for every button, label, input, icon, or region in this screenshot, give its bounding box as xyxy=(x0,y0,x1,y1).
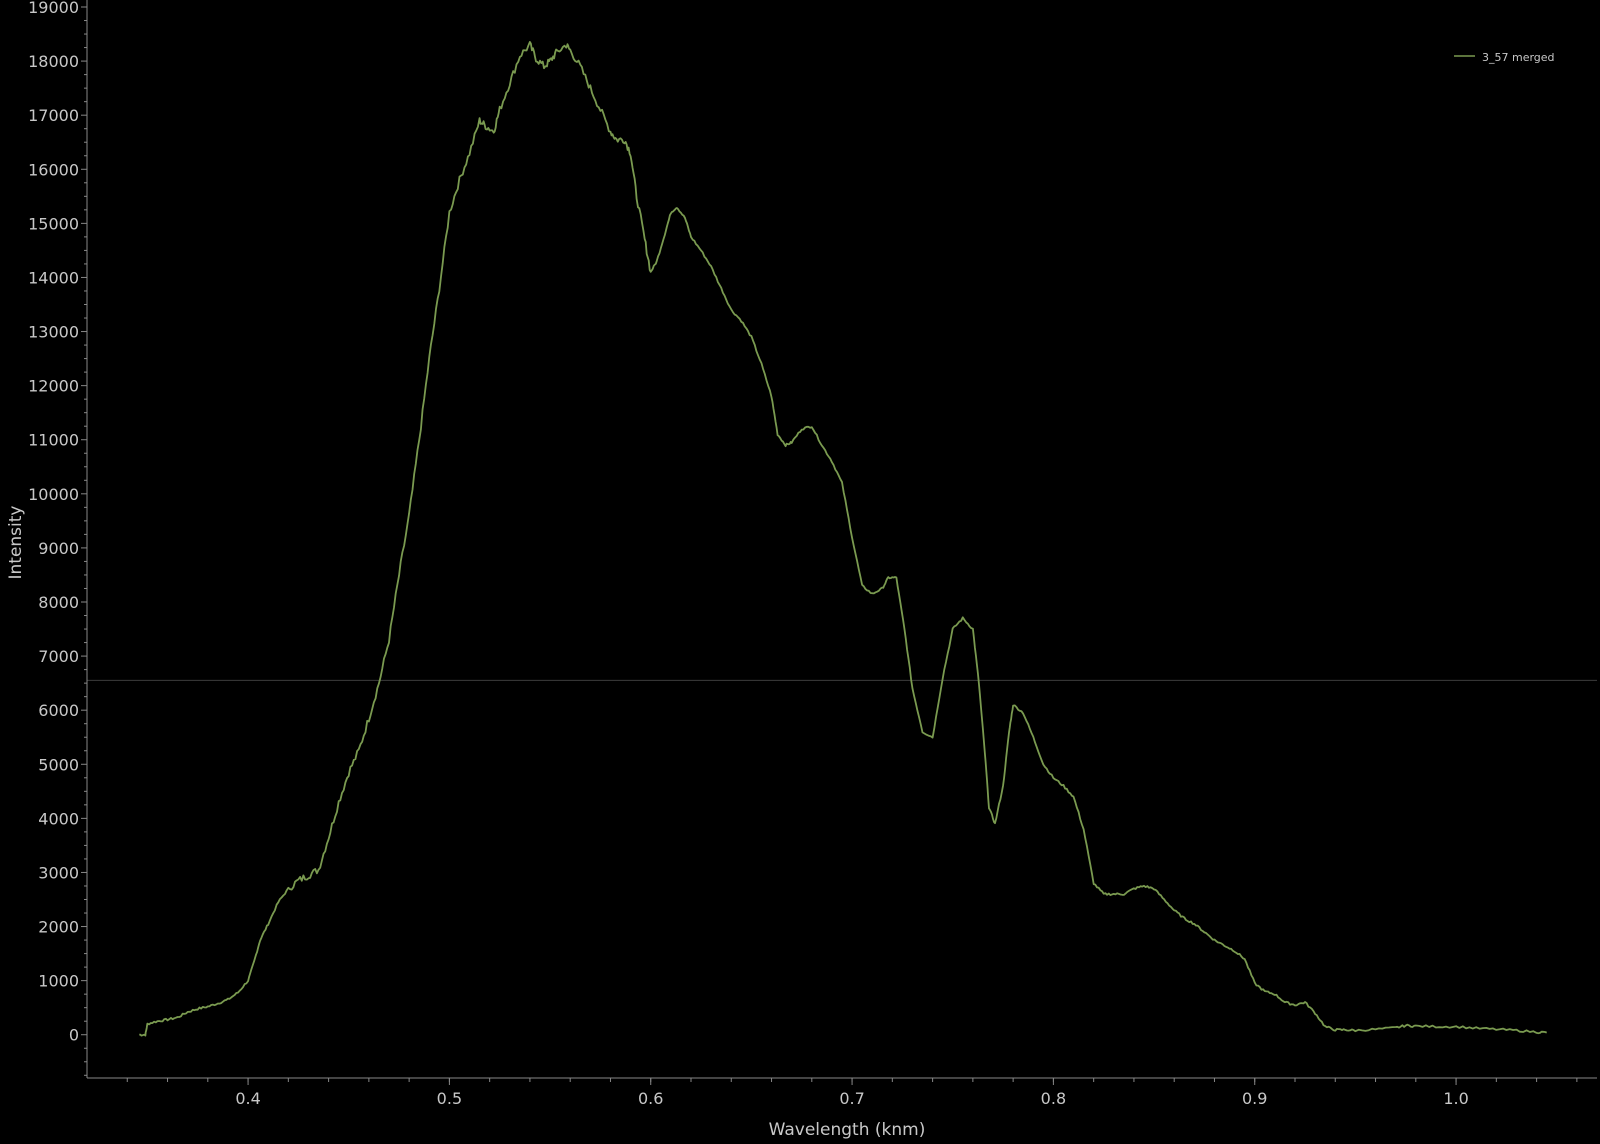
legend: 3_57 merged xyxy=(1454,51,1555,64)
y-tick-label: 19000 xyxy=(28,0,79,17)
y-tick-label: 13000 xyxy=(28,323,79,342)
y-tick-label: 1000 xyxy=(38,972,79,991)
y-tick-label: 11000 xyxy=(28,431,79,450)
y-tick-label: 2000 xyxy=(38,918,79,937)
y-tick-label: 15000 xyxy=(28,214,79,233)
y-tick-label: 3000 xyxy=(38,863,79,882)
y-tick-label: 10000 xyxy=(28,485,79,504)
y-tick-label: 16000 xyxy=(28,160,79,179)
y-tick-label: 4000 xyxy=(38,809,79,828)
x-tick-label: 0.5 xyxy=(437,1089,462,1108)
x-tick-label: 0.9 xyxy=(1242,1089,1267,1108)
y-tick-label: 9000 xyxy=(38,539,79,558)
x-axis-ticks: 0.4 0.5 0.6 0.7 0.8 0.9 1.0 xyxy=(126,1078,1578,1108)
x-tick-label: 0.7 xyxy=(839,1089,864,1108)
y-tick-label: 12000 xyxy=(28,377,79,396)
y-tick-label: 14000 xyxy=(28,268,79,287)
y-tick-label: 18000 xyxy=(28,52,79,71)
y-tick-label: 0 xyxy=(69,1026,79,1045)
x-tick-label: 1.0 xyxy=(1443,1089,1468,1108)
y-axis-title: Intensity xyxy=(6,506,26,580)
y-tick-label: 5000 xyxy=(38,755,79,774)
x-tick-label: 0.4 xyxy=(235,1089,260,1108)
x-tick-label: 0.6 xyxy=(638,1089,663,1108)
x-axis-title: Wavelength (knm) xyxy=(769,1120,926,1140)
y-tick-label: 17000 xyxy=(28,106,79,125)
y-tick-label: 6000 xyxy=(38,701,79,720)
y-axis-ticks: 0 1000 2000 3000 4000 5000 6000 7000 8000 9000 100… xyxy=(28,0,87,1076)
y-tick-label: 8000 xyxy=(38,593,79,612)
legend-label: 3_57 merged xyxy=(1482,51,1555,64)
series-line xyxy=(139,41,1547,1037)
x-tick-label: 0.8 xyxy=(1041,1089,1066,1108)
y-tick-label: 7000 xyxy=(38,647,79,666)
